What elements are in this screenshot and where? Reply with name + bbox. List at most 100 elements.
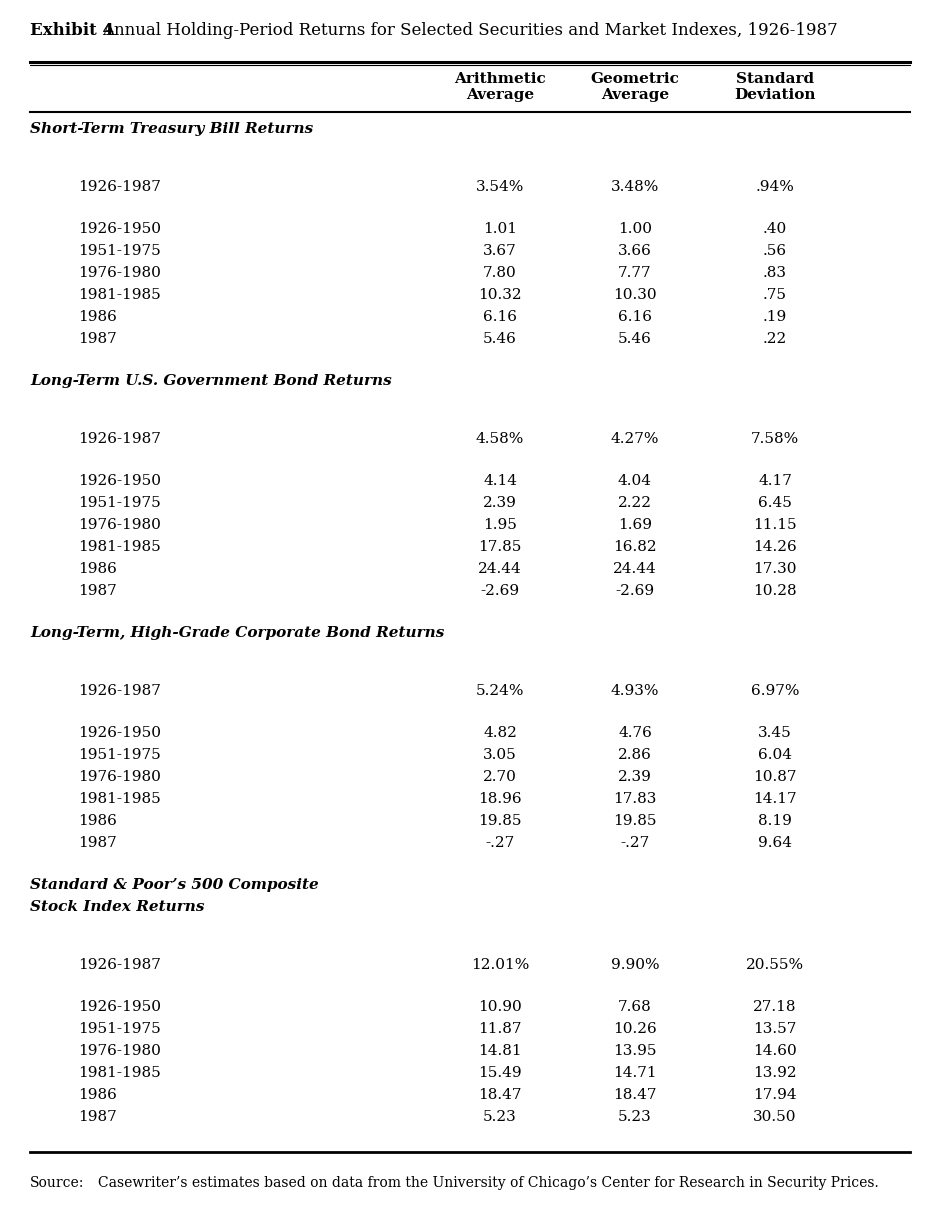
Text: .75: .75 [763,288,787,302]
Text: 3.45: 3.45 [759,726,791,741]
Text: 7.77: 7.77 [619,265,651,280]
Text: Short-Term Treasury Bill Returns: Short-Term Treasury Bill Returns [30,122,313,136]
Text: 4.17: 4.17 [758,474,791,488]
Text: Source:: Source: [30,1176,85,1190]
Text: 5.23: 5.23 [483,1110,517,1124]
Text: Stock Index Returns: Stock Index Returns [30,901,205,914]
Text: 10.90: 10.90 [478,1000,522,1014]
Text: 6.45: 6.45 [758,496,791,510]
Text: -.27: -.27 [485,836,514,850]
Text: 1981-1985: 1981-1985 [78,1067,161,1080]
Text: 7.68: 7.68 [619,1000,651,1014]
Text: 6.16: 6.16 [618,310,652,324]
Text: .40: .40 [763,222,787,236]
Text: 17.94: 17.94 [753,1088,797,1102]
Text: 1.69: 1.69 [618,518,652,532]
Text: -2.69: -2.69 [616,584,654,598]
Text: 3.48%: 3.48% [611,181,659,194]
Text: 5.24%: 5.24% [476,684,525,698]
Text: 18.47: 18.47 [478,1088,522,1102]
Text: 1987: 1987 [78,584,117,598]
Text: 24.44: 24.44 [478,562,522,576]
Text: 24.44: 24.44 [613,562,657,576]
Text: 17.83: 17.83 [613,791,657,806]
Text: .56: .56 [763,244,787,258]
Text: 1951-1975: 1951-1975 [78,496,161,510]
Text: 10.28: 10.28 [753,584,797,598]
Text: 14.71: 14.71 [613,1067,657,1080]
Text: 10.26: 10.26 [613,1022,657,1036]
Text: 1926-1987: 1926-1987 [78,431,161,446]
Text: 1986: 1986 [78,1088,117,1102]
Text: -.27: -.27 [620,836,650,850]
Text: 2.39: 2.39 [619,770,652,784]
Text: .19: .19 [763,310,787,324]
Text: 16.82: 16.82 [613,541,657,554]
Text: 1976-1980: 1976-1980 [78,770,161,784]
Text: 20.55%: 20.55% [746,957,804,972]
Text: Casewriter’s estimates based on data from the University of Chicago’s Center for: Casewriter’s estimates based on data fro… [98,1176,879,1190]
Text: 17.30: 17.30 [753,562,797,576]
Text: .94%: .94% [756,181,794,194]
Text: 1981-1985: 1981-1985 [78,791,161,806]
Text: 6.16: 6.16 [483,310,517,324]
Text: 19.85: 19.85 [613,814,657,828]
Text: 4.76: 4.76 [619,726,652,741]
Text: 1951-1975: 1951-1975 [78,1022,161,1036]
Text: 3.05: 3.05 [483,748,517,762]
Text: 4.14: 4.14 [483,474,517,488]
Text: Long-Term U.S. Government Bond Returns: Long-Term U.S. Government Bond Returns [30,375,392,388]
Text: 11.87: 11.87 [478,1022,522,1036]
Text: 14.17: 14.17 [753,791,797,806]
Text: 2.86: 2.86 [619,748,652,762]
Text: 6.04: 6.04 [758,748,792,762]
Text: 1987: 1987 [78,332,117,345]
Text: 6.97%: 6.97% [751,684,799,698]
Text: 1976-1980: 1976-1980 [78,1044,161,1058]
Text: .83: .83 [763,265,787,280]
Text: 1926-1950: 1926-1950 [78,726,161,741]
Text: 14.81: 14.81 [478,1044,522,1058]
Text: 1987: 1987 [78,836,117,850]
Text: 2.22: 2.22 [618,496,652,510]
Text: 18.96: 18.96 [478,791,522,806]
Text: Annual Holding-Period Returns for Selected Securities and Market Indexes, 1926-1: Annual Holding-Period Returns for Select… [102,22,838,39]
Text: 1926-1950: 1926-1950 [78,1000,161,1014]
Text: 4.82: 4.82 [483,726,517,741]
Text: 17.85: 17.85 [478,541,522,554]
Text: 9.64: 9.64 [758,836,792,850]
Text: 1926-1950: 1926-1950 [78,222,161,236]
Text: Long-Term, High-Grade Corporate Bond Returns: Long-Term, High-Grade Corporate Bond Ret… [30,627,445,640]
Text: Exhibit 4: Exhibit 4 [30,22,114,39]
Text: 1981-1985: 1981-1985 [78,288,161,302]
Text: 13.95: 13.95 [613,1044,657,1058]
Text: Geometric
Average: Geometric Average [590,72,680,102]
Text: 1951-1975: 1951-1975 [78,748,161,762]
Text: 19.85: 19.85 [478,814,522,828]
Text: 4.93%: 4.93% [611,684,659,698]
Text: 3.54%: 3.54% [476,181,525,194]
Text: 10.32: 10.32 [478,288,522,302]
Text: 1951-1975: 1951-1975 [78,244,161,258]
Text: 5.46: 5.46 [483,332,517,345]
Text: 2.39: 2.39 [483,496,517,510]
Text: 1926-1987: 1926-1987 [78,181,161,194]
Text: 1.00: 1.00 [618,222,652,236]
Text: 3.67: 3.67 [483,244,517,258]
Text: 1926-1987: 1926-1987 [78,684,161,698]
Text: 4.27%: 4.27% [611,431,659,446]
Text: -2.69: -2.69 [480,584,520,598]
Text: 1.01: 1.01 [483,222,517,236]
Text: 14.26: 14.26 [753,541,797,554]
Text: 27.18: 27.18 [753,1000,797,1014]
Text: 1976-1980: 1976-1980 [78,518,161,532]
Text: 11.15: 11.15 [753,518,797,532]
Text: 3.66: 3.66 [619,244,652,258]
Text: Standard
Deviation: Standard Deviation [734,72,816,102]
Text: Standard & Poor’s 500 Composite: Standard & Poor’s 500 Composite [30,877,319,892]
Text: 7.80: 7.80 [483,265,517,280]
Text: 10.30: 10.30 [613,288,657,302]
Text: 5.23: 5.23 [619,1110,651,1124]
Text: 13.57: 13.57 [753,1022,797,1036]
Text: 1986: 1986 [78,562,117,576]
